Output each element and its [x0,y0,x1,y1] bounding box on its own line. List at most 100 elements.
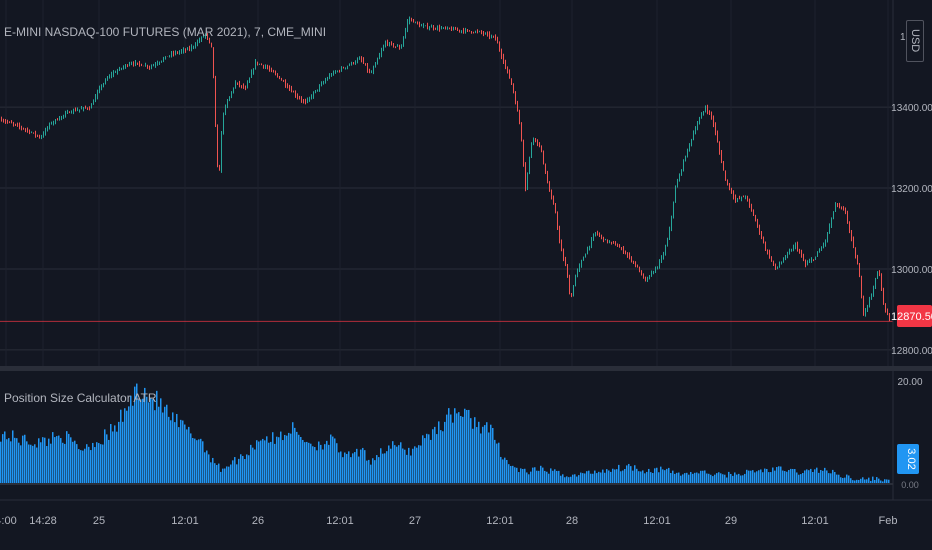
atr-bar [252,447,254,484]
atr-bar [298,434,300,484]
atr-bar [588,470,590,484]
atr-bar [834,471,836,484]
atr-bar [42,437,44,484]
atr-bar [578,475,580,484]
atr-bar [710,474,712,484]
atr-bar [814,469,816,484]
symbol-title: E-MINI NASDAQ-100 FUTURES (MAR 2021), 7,… [4,25,326,39]
currency-button[interactable]: USD [906,20,924,62]
time-tick-label: 12:01 [801,515,829,527]
atr-bar [610,471,612,484]
atr-bar [282,440,284,484]
atr-bar [272,432,274,484]
atr-bar [532,467,534,484]
atr-bar [466,409,468,484]
atr-bar [274,443,276,484]
atr-bar [744,473,746,484]
atr-bar [30,444,32,484]
atr-bar [494,439,496,484]
atr-bar [492,428,494,484]
atr-bar [438,421,440,484]
atr-bar [838,474,840,484]
atr-bar [178,427,180,484]
atr-bar [4,431,6,484]
atr-bar [516,467,518,484]
atr-bar [724,474,726,484]
atr-bar [250,444,252,484]
atr-bar [676,472,678,484]
atr-bar [750,470,752,484]
atr-bar [430,439,432,484]
atr-bar [558,470,560,484]
atr-bar [604,472,606,484]
atr-bar [468,409,470,484]
atr-bar [184,424,186,484]
time-tick-label: 12:01 [326,515,354,527]
atr-bar [644,473,646,484]
atr-bar [544,470,546,484]
atr-bar [490,424,492,484]
atr-bar [140,399,142,484]
atr-bar [402,448,404,484]
atr-bar [802,473,804,484]
atr-bar [270,441,272,484]
atr-bar [884,479,886,484]
atr-bar [656,467,658,484]
atr-bar [540,465,542,484]
time-axis[interactable]: 4:00 14:28 25 12:01 26 12:01 27 12:01 28 12:01 29 1… [0,515,897,527]
atr-bar [866,479,868,484]
atr-bar [106,434,108,484]
atr-bar [854,480,856,484]
atr-bar [418,445,420,484]
price-axis[interactable]: 13400.00 13200.00 13000.00 12800.00 1 [891,32,932,357]
atr-bar [328,444,330,484]
atr-bar [620,471,622,484]
atr-bar [702,470,704,484]
atr-bar [240,454,242,484]
atr-bar [372,458,374,484]
atr-bar [596,473,598,484]
atr-bar [260,440,262,484]
atr-bar [512,465,514,484]
atr-bar [506,459,508,484]
atr-bar [520,468,522,484]
atr-bar [726,477,728,484]
time-tick-label: 12:01 [486,515,514,527]
atr-bar [594,470,596,484]
time-tick-label: 12:01 [643,515,671,527]
atr-bar [868,477,870,484]
atr-bar [258,441,260,484]
atr-bar [762,472,764,484]
atr-bar [72,441,74,484]
atr-bar [18,442,20,484]
atr-bar [810,468,812,484]
atr-bar [614,469,616,484]
atr-bar [224,468,226,484]
atr-bar [356,448,358,484]
atr-bar [390,448,392,484]
atr-bar [2,434,4,484]
atr-bar [576,476,578,484]
atr-bar [574,474,576,484]
atr-bar [166,404,168,484]
atr-bar [300,437,302,484]
atr-bar [572,474,574,484]
atr-bar [712,476,714,484]
atr-bar [322,449,324,484]
price-pane-grid [0,0,893,366]
atr-bar [420,445,422,484]
atr-bar [360,449,362,484]
atr-bar [650,472,652,484]
atr-bar [338,452,340,484]
atr-bar [204,452,206,484]
atr-bar [846,474,848,484]
pane-separator[interactable] [0,366,932,371]
atr-bar [882,481,884,484]
atr-bar [198,439,200,484]
atr-bar [350,457,352,484]
atr-bar [508,464,510,484]
atr-bar [734,472,736,484]
atr-bar [526,472,528,484]
atr-bar [538,470,540,484]
